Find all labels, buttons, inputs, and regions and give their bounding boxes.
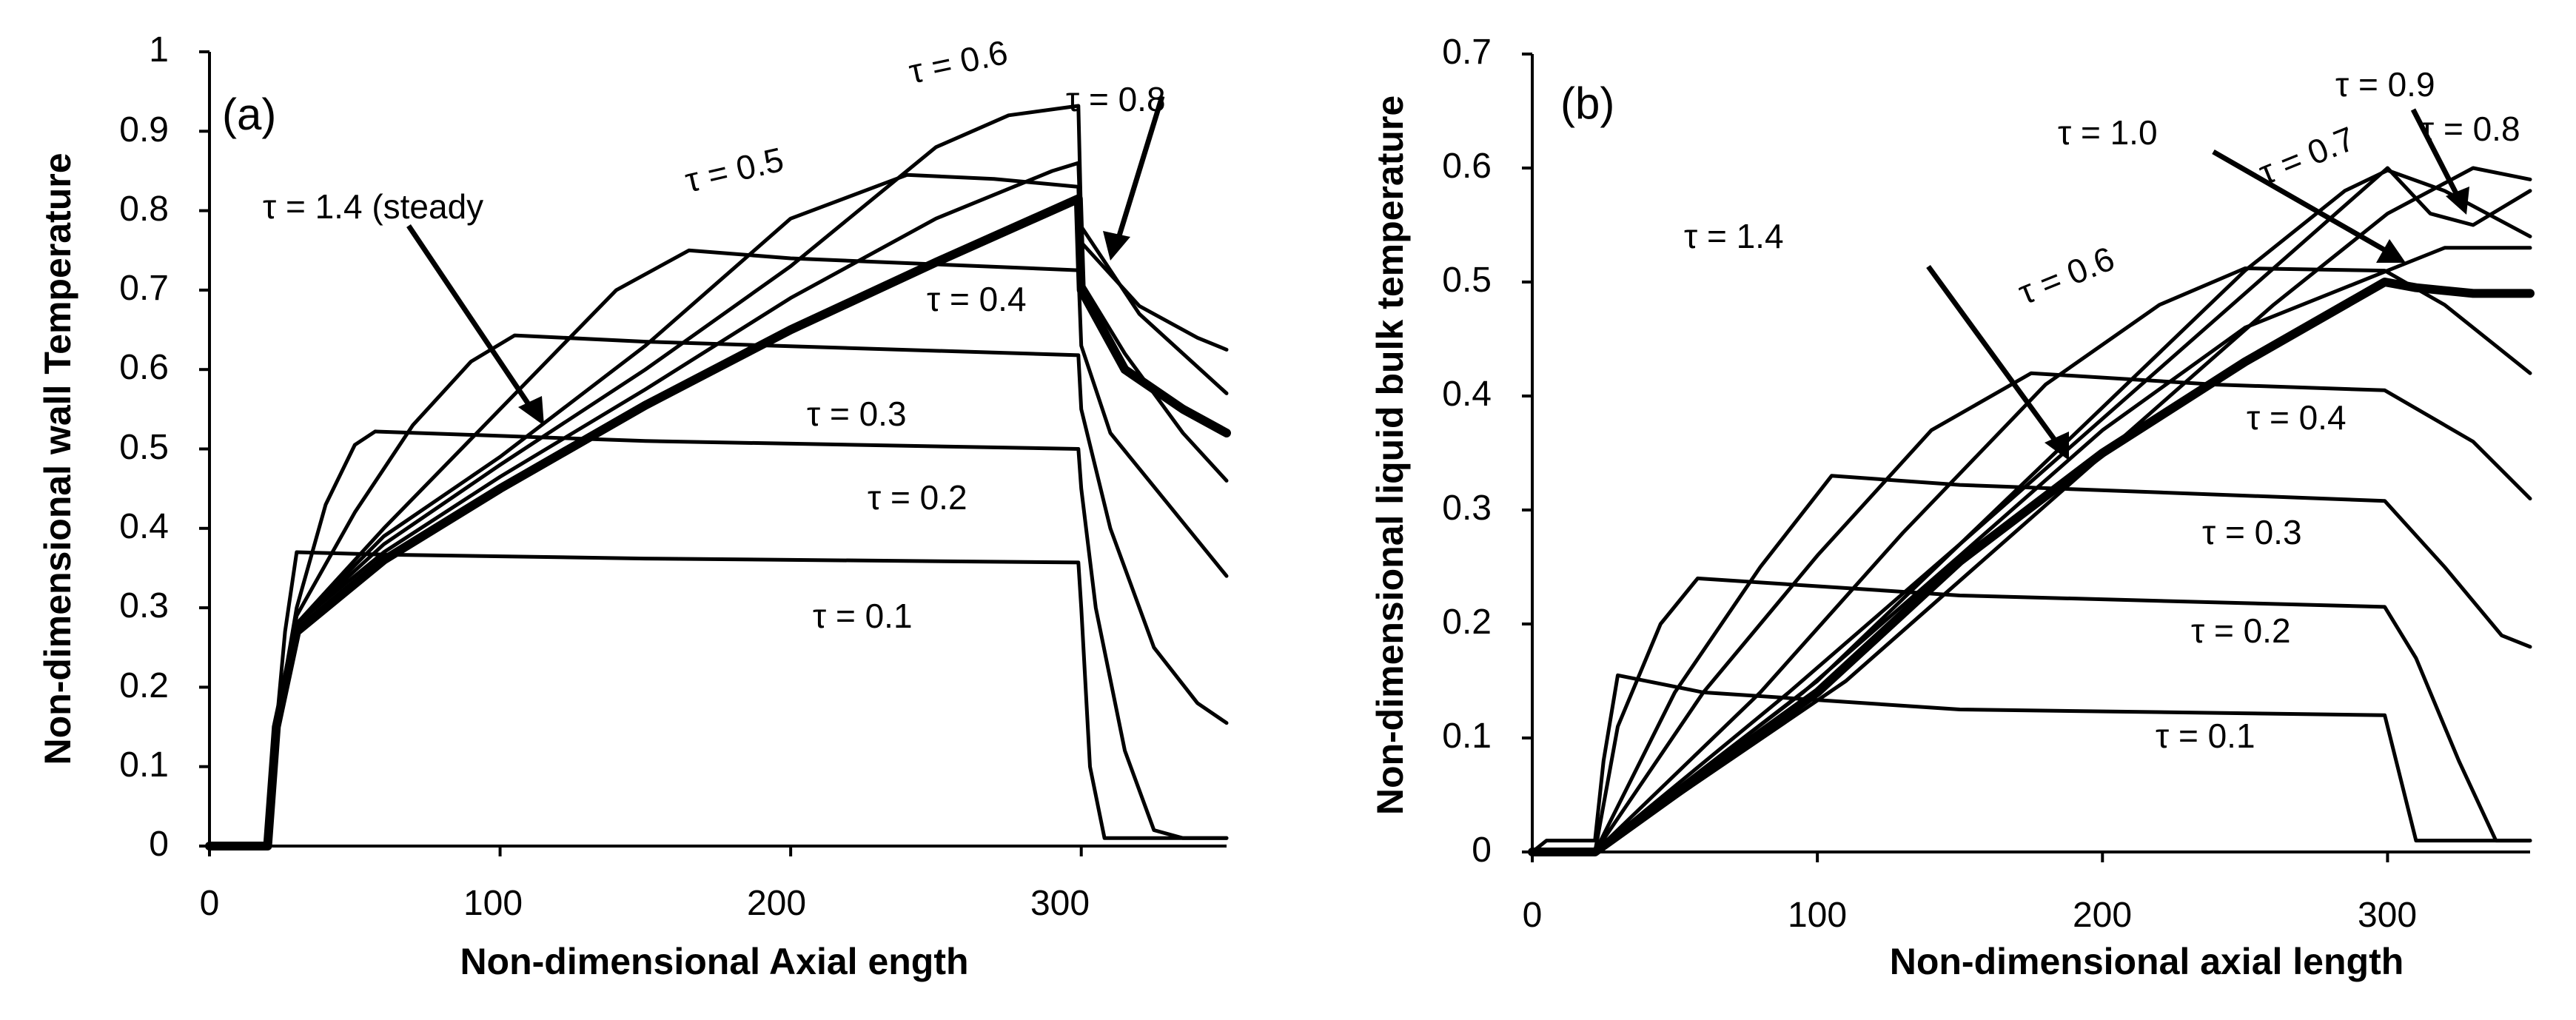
panel-a-arrowhead-tau-0-8 bbox=[1103, 231, 1130, 261]
panel-a-annotation-tau-0-5: τ = 0.5 bbox=[682, 140, 788, 200]
panel-b-y-tick: 0.1 bbox=[1442, 717, 1492, 756]
panel-b-arrowhead-tau-1-0 bbox=[2376, 239, 2406, 263]
panel-b-annotation-tau-1-0: τ = 1.0 bbox=[2058, 113, 2158, 152]
panel-b-annotation-tau-1-4: τ = 1.4 bbox=[1684, 217, 1784, 255]
panel-a-y-tick: 0.7 bbox=[119, 269, 169, 308]
panel-a-y-tick: 0.3 bbox=[119, 586, 169, 625]
panel-a-label: (a) bbox=[222, 90, 276, 139]
panel-a-y-tick: 0.9 bbox=[119, 110, 169, 150]
panel-b-arrow-tau-0-9 bbox=[2410, 108, 2461, 198]
panel-b-series-tau-0-4 bbox=[1530, 371, 2532, 854]
panel-b-y-tick-labels: 0 0.1 0.2 0.3 0.4 0.5 0.6 0.7 bbox=[1442, 33, 1492, 870]
panel-a-annotation-tau-0-6: τ = 0.6 bbox=[905, 33, 1010, 91]
panel-b-arrow-tau-1-4 bbox=[1926, 264, 2060, 446]
panel-b-annotation-tau-0-3: τ = 0.3 bbox=[2202, 513, 2302, 551]
panel-a-wall-temperature: (a) Non-dimensional wall Temperature Non… bbox=[37, 30, 1231, 982]
panel-b-annotation-tau-0-4: τ = 0.4 bbox=[2247, 398, 2347, 437]
panel-a-series-tau-1-4 bbox=[205, 194, 1231, 850]
panel-a-x-axis-title: Non-dimensional Axial ength bbox=[460, 941, 968, 982]
panel-b-annotation-tau-0-1: τ = 0.1 bbox=[2156, 717, 2255, 755]
panel-b-annotation-tau-0-9: τ = 0.9 bbox=[2335, 65, 2435, 104]
panel-b-series-tau-1-0 bbox=[1530, 246, 2532, 854]
panel-a-annotation-tau-0-8: τ = 0.8 bbox=[1066, 80, 1166, 118]
panel-b-series-tau-0-1 bbox=[1530, 673, 2532, 854]
panel-a-series-tau-0-5 bbox=[207, 172, 1229, 848]
panel-b-y-tick: 0.2 bbox=[1442, 603, 1492, 642]
panel-a-x-tick: 0 bbox=[200, 884, 220, 923]
panel-b-bulk-temperature: (b) Non-dimensional liquid bulk temperat… bbox=[1369, 33, 2535, 982]
panel-b-curves bbox=[1528, 166, 2535, 856]
panel-a-y-tick: 0 bbox=[149, 825, 169, 864]
panel-b-series-tau-0-6 bbox=[1530, 266, 2532, 854]
panel-a-series-tau-0-4 bbox=[207, 248, 1229, 848]
panel-a-annotation-tau-0-4: τ = 0.4 bbox=[927, 280, 1027, 318]
panel-b-label: (b) bbox=[1560, 78, 1614, 128]
panel-b-y-tick: 0.4 bbox=[1442, 375, 1492, 414]
panel-b-x-tick: 200 bbox=[2073, 896, 2132, 935]
panel-a-axes bbox=[199, 50, 1227, 856]
panel-a-y-tick: 0.4 bbox=[119, 507, 169, 546]
panel-b-x-tick: 300 bbox=[2358, 896, 2417, 935]
panel-b-x-tick: 100 bbox=[1788, 896, 1847, 935]
panel-b-arrow-tau-1-0 bbox=[2212, 149, 2387, 253]
panel-b-annotation-tau-0-8: τ = 0.8 bbox=[2421, 110, 2520, 148]
panel-a-arrow-tau-0-8 bbox=[1115, 95, 1165, 242]
panel-b-y-tick: 0.6 bbox=[1442, 147, 1492, 186]
panel-a-series-tau-0-1 bbox=[207, 550, 1229, 848]
panel-b-arrowhead-tau-1-4 bbox=[2045, 432, 2069, 460]
panel-a-series-tau-0-3 bbox=[207, 333, 1229, 848]
panel-a-y-axis-title: Non-dimensional wall Temperature bbox=[37, 152, 78, 765]
panel-a-y-tick: 0.8 bbox=[119, 189, 169, 229]
panel-b-y-tick: 0 bbox=[1472, 831, 1492, 870]
panel-b-arrowhead-tau-0-9 bbox=[2446, 187, 2469, 215]
panel-b-series-tau-0-3 bbox=[1530, 474, 2532, 854]
panel-b-series-tau-1-4 bbox=[1528, 278, 2535, 856]
panel-a-annotation-tau-0-1: τ = 0.1 bbox=[813, 597, 913, 635]
panel-b-x-tick-labels: 0 100 200 300 bbox=[1523, 896, 2417, 935]
panel-b-y-tick: 0.5 bbox=[1442, 261, 1492, 300]
panel-a-arrow-steady bbox=[406, 224, 537, 415]
panel-a-x-tick: 200 bbox=[747, 884, 806, 923]
panel-a-x-tick: 300 bbox=[1030, 884, 1090, 923]
panel-b-annotation-tau-0-2: τ = 0.2 bbox=[2191, 611, 2291, 650]
panel-a-y-tick: 0.1 bbox=[119, 745, 169, 785]
panel-a-y-tick: 0.5 bbox=[119, 428, 169, 467]
panel-a-y-tick: 0.6 bbox=[119, 348, 169, 387]
panel-b-x-axis-title: Non-dimensional axial length bbox=[1890, 941, 2404, 982]
panel-b-y-axis-title: Non-dimensional liquid bulk temperature bbox=[1369, 95, 1411, 815]
panel-a-x-tick-labels: 0 100 200 300 bbox=[200, 884, 1090, 923]
panel-a-y-tick-labels: 0 0.1 0.2 0.3 0.4 0.5 0.6 0.7 0.8 0.9 1 bbox=[119, 30, 169, 864]
panel-a-series-tau-0-2 bbox=[207, 429, 1229, 848]
panel-a-x-tick: 100 bbox=[463, 884, 523, 923]
panel-b-series-tau-0-9 bbox=[1530, 166, 2532, 854]
panel-b-x-tick: 0 bbox=[1523, 896, 1543, 935]
panel-a-annotation-tau-0-2: τ = 0.2 bbox=[868, 478, 967, 517]
panel-b-y-tick: 0.7 bbox=[1442, 33, 1492, 72]
panel-a-annotation-tau-1-4: τ = 1.4 (steady bbox=[263, 187, 483, 226]
panel-a-arrowhead-steady bbox=[518, 396, 544, 426]
panel-a-y-tick: 0.2 bbox=[119, 666, 169, 705]
panel-b-annotation-tau-0-6: τ = 0.6 bbox=[2013, 239, 2119, 312]
panel-b-y-tick: 0.3 bbox=[1442, 489, 1492, 528]
panel-a-curves bbox=[205, 104, 1231, 850]
panel-b-series-tau-0-2 bbox=[1530, 576, 2532, 854]
panel-a-annotation-tau-0-3: τ = 0.3 bbox=[807, 395, 907, 433]
panel-a-y-tick: 1 bbox=[149, 30, 169, 70]
